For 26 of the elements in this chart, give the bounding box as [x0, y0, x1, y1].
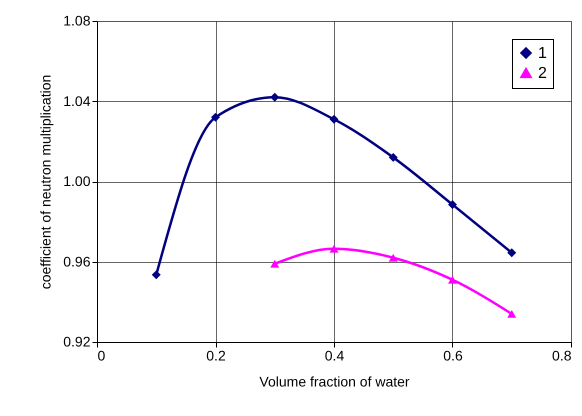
- y-tick-label: 0.96: [63, 253, 91, 270]
- point: [211, 112, 220, 122]
- point: [330, 244, 338, 253]
- point: [507, 310, 516, 318]
- x-tick-label: 0.8: [552, 348, 572, 364]
- x-axis-title: Volume fraction of water: [259, 374, 410, 390]
- x-tick-label: 0.4: [324, 348, 344, 364]
- point: [388, 152, 398, 162]
- point: [270, 260, 280, 268]
- point: [330, 114, 338, 124]
- x-tick-label: 0.6: [443, 348, 463, 364]
- y-tick-label: 0.92: [63, 334, 91, 350]
- point: [448, 200, 457, 210]
- legend-label: 1: [538, 45, 547, 62]
- point: [507, 248, 516, 258]
- x-tick-label: 0: [98, 348, 106, 364]
- y-tick-label: 1.00: [63, 173, 91, 189]
- point: [270, 92, 280, 102]
- point: [448, 276, 457, 284]
- y-axis-title: coefficient of neutron multiplication: [37, 74, 54, 290]
- x-tick-label: 0.2: [206, 348, 226, 364]
- point: [388, 254, 398, 262]
- legend-label: 2: [538, 65, 547, 82]
- y-tick-label: 1.04: [63, 92, 91, 109]
- point: [152, 270, 161, 280]
- y-tick-label: 1.08: [63, 12, 91, 28]
